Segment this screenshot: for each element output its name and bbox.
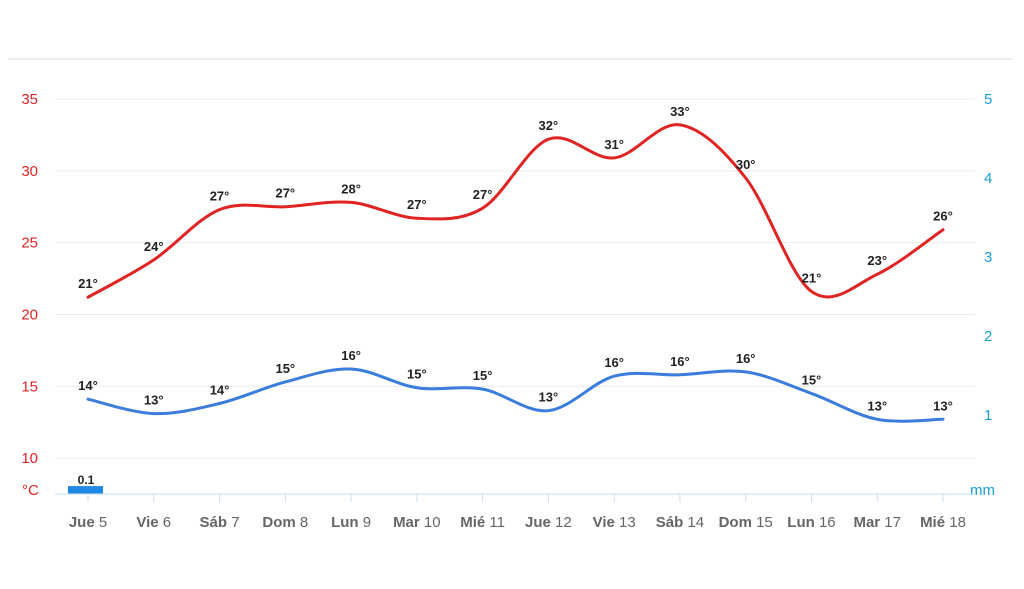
left-tick-label: 20 xyxy=(21,306,38,323)
x-tick-label: Mié 11 xyxy=(460,514,505,531)
data-label-max: 23° xyxy=(867,253,887,268)
data-label-min: 13° xyxy=(144,393,164,408)
temperature-series xyxy=(86,123,945,423)
left-tick-label: 15 xyxy=(21,378,38,395)
right-tick-label: 5 xyxy=(984,91,992,108)
x-tick-label: Lun 9 xyxy=(331,514,371,531)
x-tick-label: Lun 16 xyxy=(787,514,835,531)
x-tick-label: Sáb 7 xyxy=(200,514,240,531)
left-axis-ticks: 10 15 20 25 30 35 xyxy=(21,91,38,467)
data-label-max: 31° xyxy=(604,137,624,152)
data-label-min: 15° xyxy=(802,372,822,387)
data-label-max: 27° xyxy=(210,189,230,204)
data-label-max: 27° xyxy=(275,186,295,201)
data-label-max: 24° xyxy=(144,239,164,254)
data-label-max: 27° xyxy=(407,197,427,212)
series-line-min xyxy=(86,367,945,423)
right-tick-label: 4 xyxy=(984,170,992,187)
data-label-min: 13° xyxy=(933,398,953,413)
x-tick-label: Dom 8 xyxy=(262,514,308,531)
data-label-min: 16° xyxy=(341,348,361,363)
x-tick-label: Mar 10 xyxy=(393,514,441,531)
data-label-max: 33° xyxy=(670,104,690,119)
x-tick-label: Mié 18 xyxy=(920,514,966,531)
data-label-min: 16° xyxy=(604,355,624,370)
x-tick-label: Vie 6 xyxy=(136,514,171,531)
right-axis-ticks: 1 2 3 4 5 xyxy=(984,91,992,424)
left-tick-label: 30 xyxy=(21,163,38,180)
right-tick-label: 2 xyxy=(984,328,992,345)
data-label-max: 21° xyxy=(78,276,98,291)
data-label-min: 14° xyxy=(78,378,98,393)
x-tick-label: Sáb 14 xyxy=(656,514,704,531)
precipitation-bars: 0.1 xyxy=(68,473,103,494)
data-label-max: 21° xyxy=(802,270,822,285)
data-label-min: 15° xyxy=(407,367,427,382)
data-label-min: 16° xyxy=(670,354,690,369)
series-line-max xyxy=(86,123,945,299)
right-axis-unit: mm xyxy=(970,482,995,499)
data-label-max: 27° xyxy=(473,187,493,202)
left-tick-label: 35 xyxy=(21,91,38,108)
x-tick-label: Dom 15 xyxy=(719,514,773,531)
x-tick-label: Jue 12 xyxy=(525,514,572,531)
right-tick-label: 3 xyxy=(984,249,992,266)
point-labels: 21° 24° 27° 27° 28° 27° 27° 32° 31° 33° 30° 21° 23° 2… xyxy=(78,104,953,413)
data-label-min: 16° xyxy=(736,351,756,366)
data-label-min: 13° xyxy=(867,398,887,413)
data-label-max: 26° xyxy=(933,209,953,224)
data-label-min: 15° xyxy=(275,361,295,376)
data-label-max: 28° xyxy=(341,181,361,196)
left-axis-unit: °C xyxy=(22,482,39,499)
data-label-min: 13° xyxy=(539,390,559,405)
x-tick-label: Jue 5 xyxy=(69,514,107,531)
x-tick-label: Vie 13 xyxy=(593,514,636,531)
left-tick-label: 10 xyxy=(21,450,38,467)
right-tick-label: 1 xyxy=(984,407,992,424)
data-label-min: 15° xyxy=(473,368,493,383)
data-label-max: 30° xyxy=(736,157,756,172)
data-label-min: 14° xyxy=(210,383,230,398)
x-axis: Jue 5 Vie 6 Sáb 7 Dom 8 Lun 9 Mar 10 Mié 11 Jue… xyxy=(55,493,975,531)
precipitation-label: 0.1 xyxy=(78,473,95,487)
data-label-max: 32° xyxy=(539,118,559,133)
x-tick-label: Mar 17 xyxy=(853,514,901,531)
precipitation-bar xyxy=(68,486,103,494)
left-tick-label: 25 xyxy=(21,235,38,252)
